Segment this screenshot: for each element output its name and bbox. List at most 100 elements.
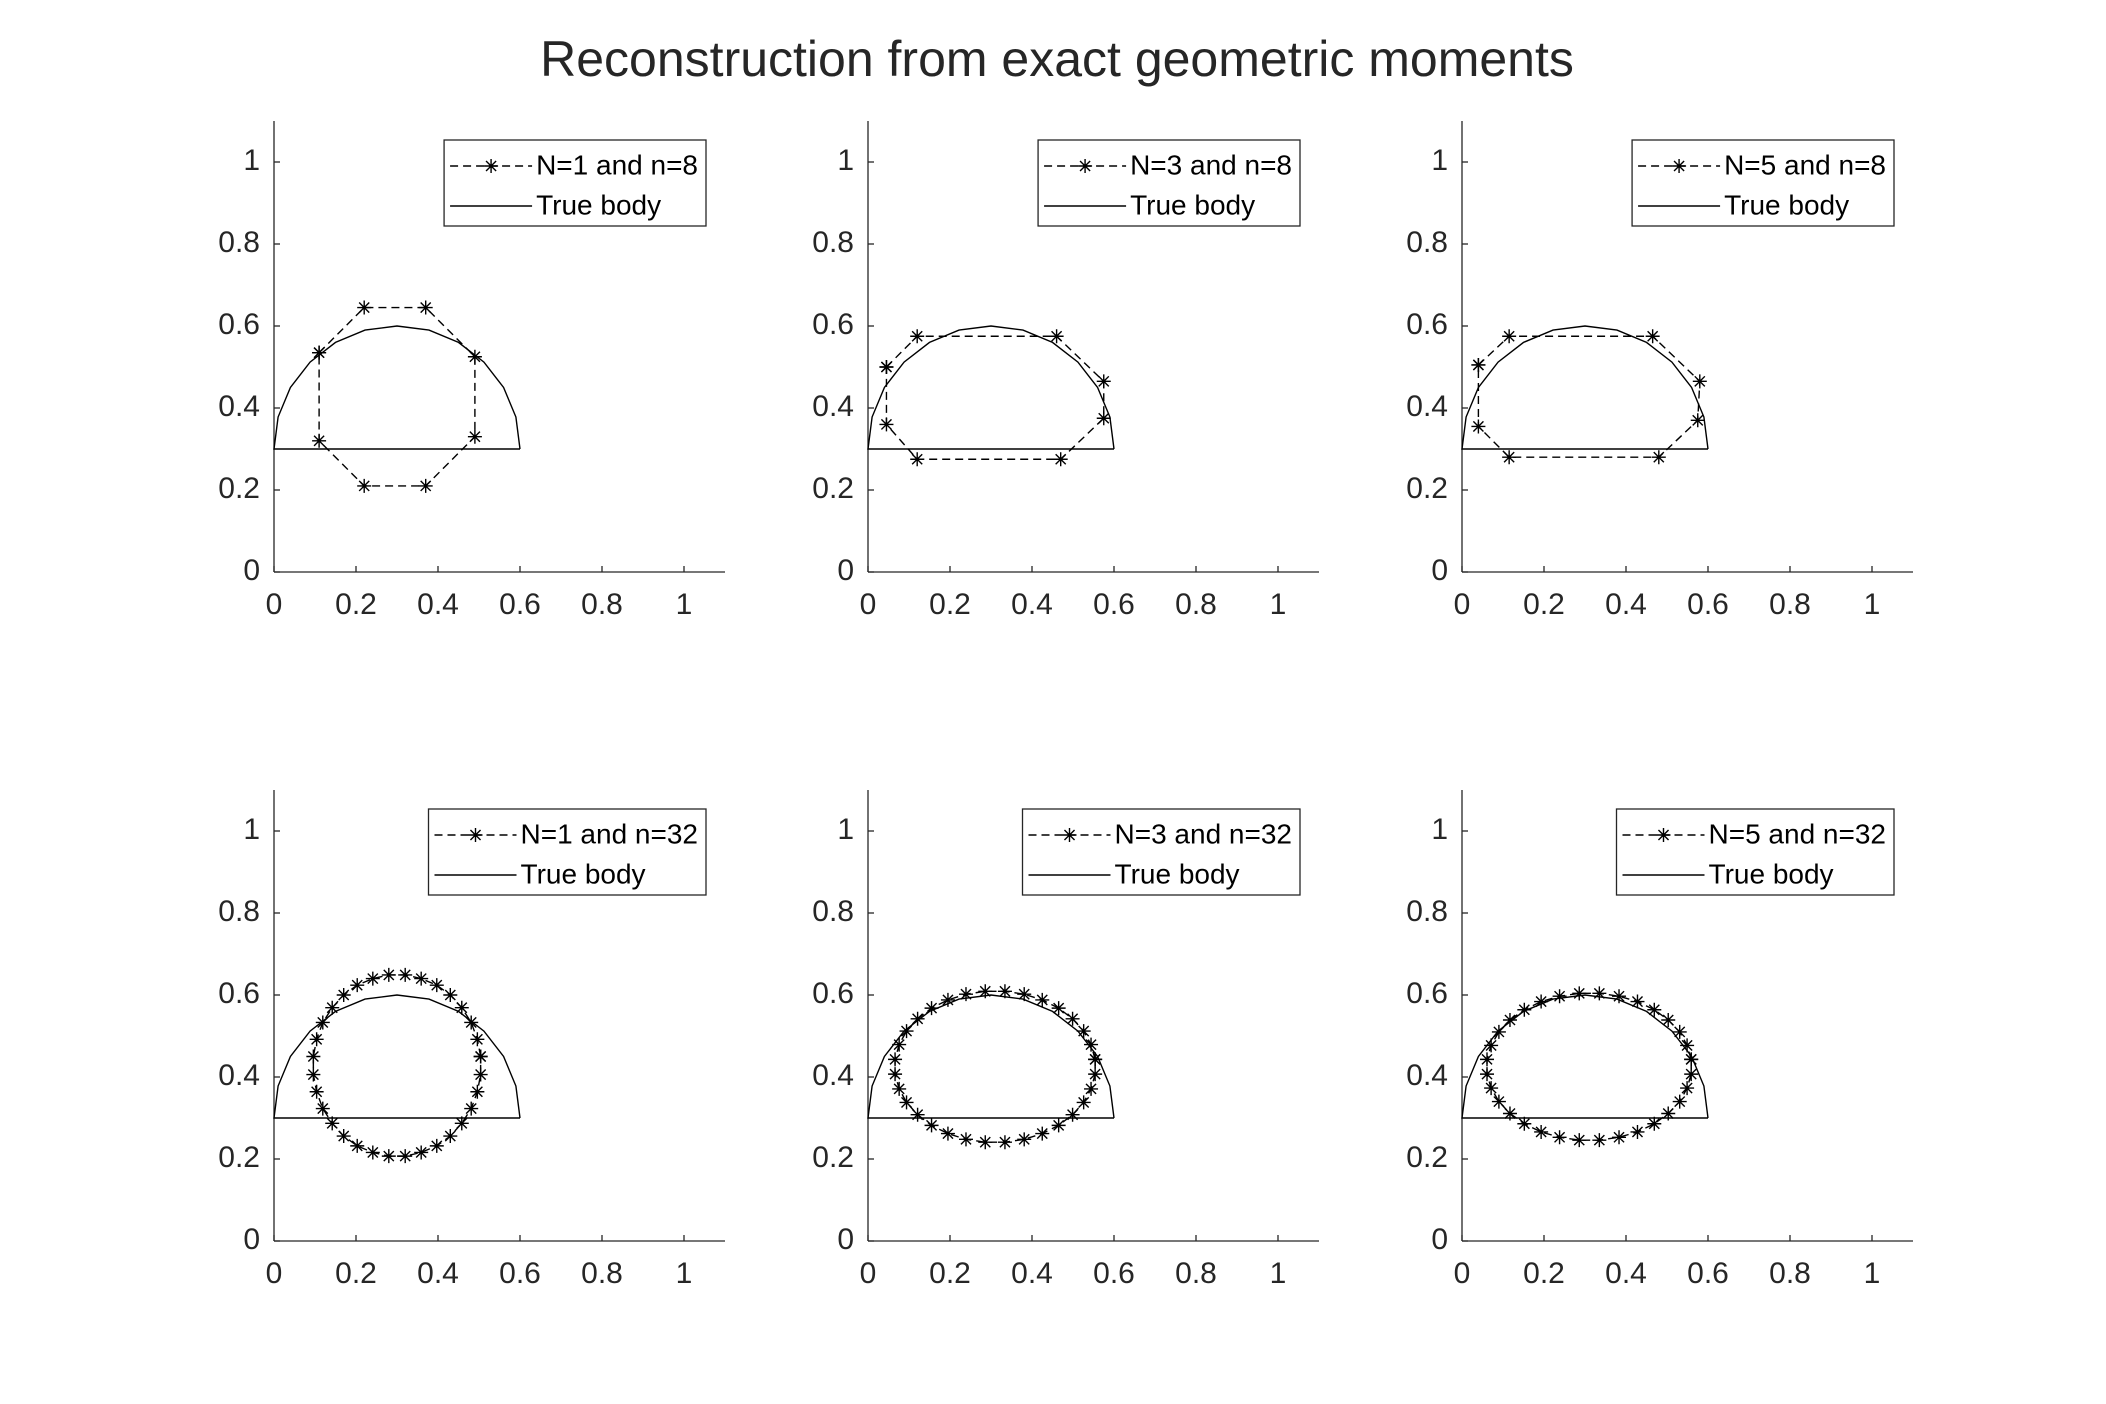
- y-tick-label: 0.6: [1406, 308, 1448, 341]
- marker: [1680, 1081, 1695, 1096]
- legend-box: [443, 139, 707, 227]
- marker: [1502, 450, 1517, 465]
- marker: [997, 1135, 1012, 1150]
- x-tick-label: 0.6: [1093, 588, 1135, 621]
- legend-label: N=5 and n=32: [1709, 818, 1887, 849]
- marker: [357, 478, 372, 493]
- marker: [1552, 1130, 1567, 1145]
- y-tick-label: 0.4: [1406, 1059, 1448, 1092]
- marker: [1661, 1013, 1676, 1028]
- marker: [1096, 411, 1111, 426]
- marker: [1680, 1038, 1695, 1053]
- marker: [473, 1067, 488, 1082]
- legend-label: True body: [1724, 189, 1849, 220]
- x-tick-label: 0.8: [1769, 588, 1811, 621]
- y-tick-label: 1: [837, 144, 854, 177]
- marker: [336, 988, 351, 1002]
- marker: [315, 1015, 330, 1030]
- x-tick-label: 0.8: [581, 1257, 623, 1290]
- marker: [978, 1135, 993, 1150]
- marker: [1502, 1013, 1517, 1028]
- marker: [1651, 450, 1666, 465]
- marker: [1051, 1118, 1066, 1133]
- marker: [467, 349, 482, 364]
- marker: [1484, 1038, 1499, 1053]
- marker: [350, 1138, 365, 1153]
- marker: [879, 417, 894, 432]
- legend: N=5 and n=32 True body: [1615, 808, 1895, 896]
- legend: N=5 and n=8 True body: [1631, 139, 1895, 227]
- x-tick-label: 0.2: [1523, 1257, 1565, 1290]
- x-tick-label: 0.4: [1011, 588, 1053, 621]
- marker: [1672, 1024, 1687, 1039]
- y-tick-label: 0.6: [812, 308, 854, 341]
- marker: [429, 978, 444, 993]
- marker: [888, 1067, 903, 1082]
- series-line: [1461, 994, 1709, 1119]
- y-tick-label: 1: [1431, 144, 1448, 177]
- x-tick-label: 0.4: [1605, 588, 1647, 621]
- marker: [1480, 1052, 1495, 1067]
- axes: 0 0.2 0.4 0.6 0.8 1 0 0.2 0.4 0.6 0.8 1 N=5 and n=8 T…: [1406, 121, 1913, 621]
- x-tick-label: 0.8: [581, 588, 623, 621]
- marker: [1612, 989, 1627, 1004]
- legend-box: [1021, 808, 1301, 896]
- series-line: [867, 325, 1115, 450]
- x-tick-label: 0.8: [1769, 1257, 1811, 1290]
- marker: [879, 360, 894, 374]
- marker: [940, 992, 955, 1007]
- y-tick-label: 0.8: [812, 895, 854, 928]
- series-line: [1461, 325, 1709, 450]
- marker: [464, 1015, 479, 1030]
- x-tick-label: 0: [860, 588, 877, 621]
- x-tick-label: 0: [1454, 1257, 1471, 1290]
- x-tick-label: 0.4: [1011, 1257, 1053, 1290]
- y-tick-label: 1: [243, 144, 260, 177]
- marker: [1672, 1094, 1687, 1109]
- marker: [309, 1084, 324, 1099]
- legend-box: [1631, 139, 1895, 227]
- y-tick-label: 0.2: [218, 472, 260, 505]
- marker: [1017, 1132, 1032, 1147]
- x-tick-label: 0.6: [499, 588, 541, 621]
- marker: [1035, 1126, 1050, 1141]
- x-tick-label: 0.2: [335, 588, 377, 621]
- y-tick-label: 0.6: [1406, 977, 1448, 1010]
- legend-label: N=3 and n=32: [1115, 818, 1293, 849]
- marker: [924, 1001, 939, 1016]
- marker: [1690, 413, 1705, 428]
- legend-marker: [1672, 159, 1687, 173]
- marker: [1630, 1124, 1645, 1139]
- marker: [1480, 1067, 1495, 1082]
- y-tick-label: 0.6: [218, 977, 260, 1010]
- legend: N=1 and n=32 True body: [427, 808, 707, 896]
- marker: [1534, 1124, 1549, 1139]
- marker: [398, 1149, 413, 1164]
- marker: [1645, 329, 1660, 344]
- legend-box: [427, 808, 707, 896]
- marker: [414, 1145, 429, 1160]
- marker: [467, 429, 482, 444]
- legend-label: True body: [1130, 189, 1255, 220]
- marker: [940, 1126, 955, 1141]
- marker: [325, 1000, 340, 1015]
- legend-marker: [1062, 828, 1077, 842]
- marker: [1630, 994, 1645, 1009]
- legend-label: N=5 and n=8: [1724, 149, 1886, 180]
- legend-label: True body: [521, 858, 646, 889]
- marker: [1484, 1081, 1499, 1096]
- legend: N=3 and n=32 True body: [1021, 808, 1301, 896]
- marker: [910, 329, 925, 344]
- y-tick-label: 0.2: [812, 472, 854, 505]
- marker: [910, 1107, 925, 1122]
- marker: [443, 988, 458, 1002]
- x-tick-label: 0.4: [417, 588, 459, 621]
- marker: [418, 300, 433, 315]
- marker: [1053, 452, 1068, 467]
- x-tick-label: 1: [676, 1257, 693, 1290]
- y-tick-label: 0.4: [218, 390, 260, 423]
- marker: [1088, 1052, 1103, 1067]
- x-tick-label: 1: [1270, 1257, 1287, 1290]
- marker: [1534, 994, 1549, 1009]
